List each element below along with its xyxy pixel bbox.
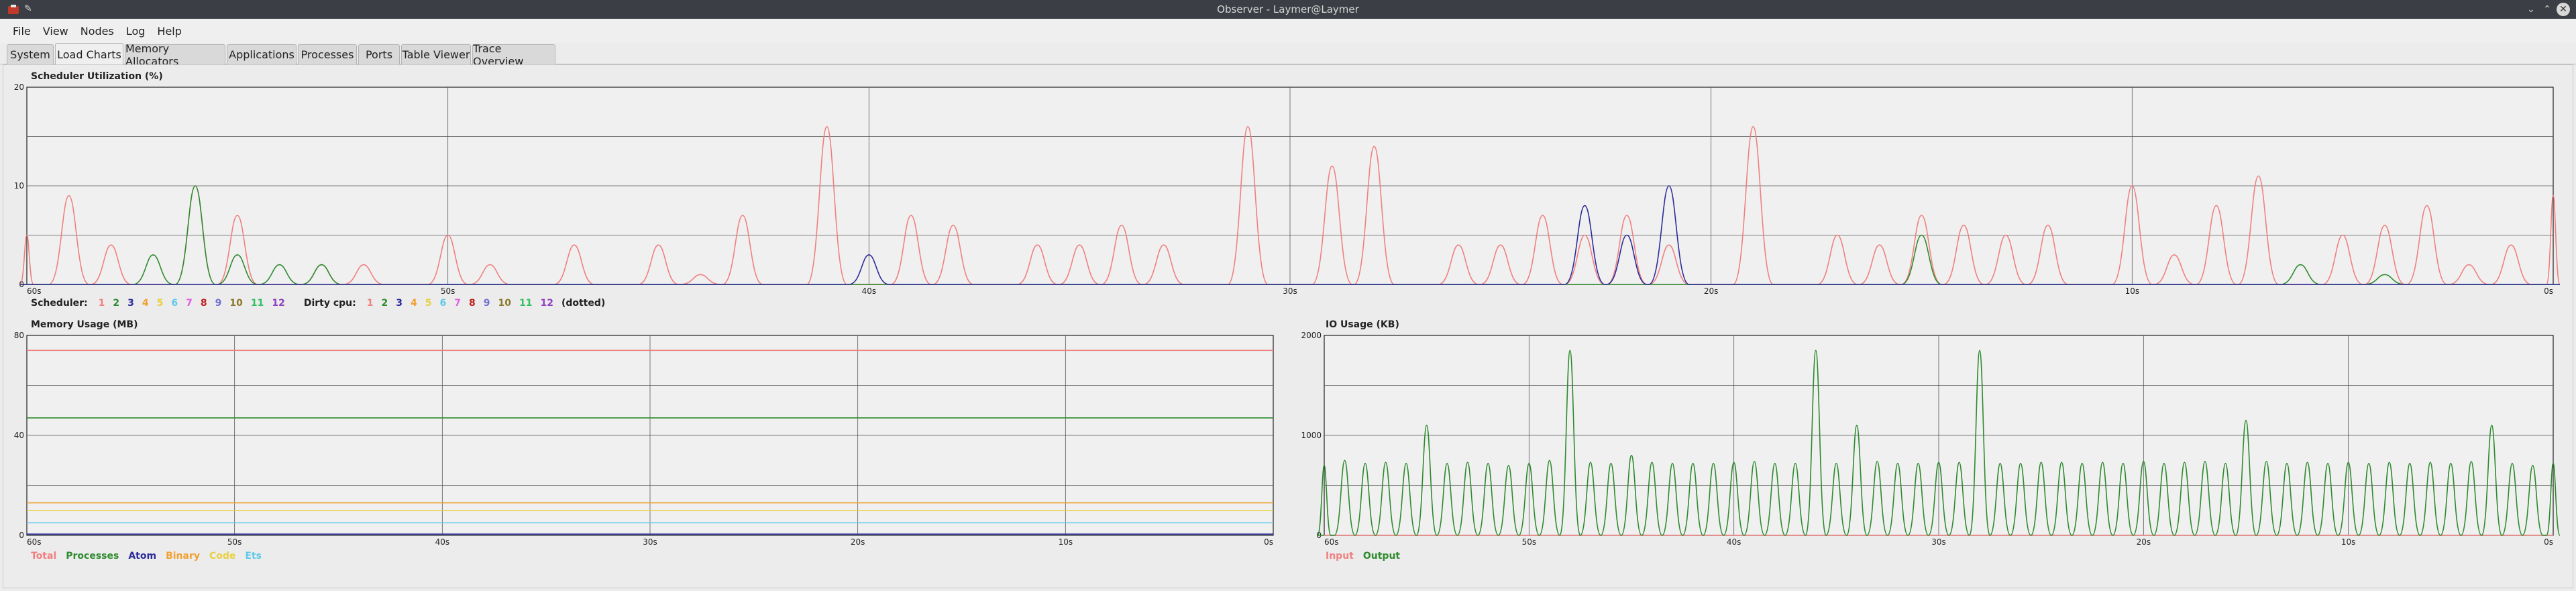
x-tick-label: 10s xyxy=(2341,537,2356,547)
x-tick-label: 40s xyxy=(862,286,877,296)
memory-usage-chart: 60s 50s 40s 30s 20s 10s 0s 80 40 0 xyxy=(14,331,1274,547)
dirty-cpu-legend-items: 1 2 3 4 5 6 7 8 9 10 11 12 xyxy=(367,298,561,309)
x-tick-label: 10s xyxy=(2125,286,2140,296)
scheduler-legend-item-2: 2 xyxy=(113,298,120,309)
menu-file[interactable]: File xyxy=(13,24,31,38)
io-legend-item-input: Input xyxy=(1326,551,1354,561)
dirty-cpu-legend-label: Dirty cpu: xyxy=(303,298,356,309)
minimize-icon[interactable]: ⌄ xyxy=(2527,4,2535,15)
memory-legend-item-ets: Ets xyxy=(245,551,262,561)
dirty-cpu-legend-item-7: 7 xyxy=(454,298,461,309)
pin-icon[interactable]: ✎ xyxy=(24,3,32,14)
dotted-note: (dotted) xyxy=(561,298,606,309)
dirty-cpu-legend-item-2: 2 xyxy=(381,298,388,309)
chart-title: IO Usage (KB) xyxy=(1326,319,1399,330)
menu-nodes[interactable]: Nodes xyxy=(80,24,114,38)
scheduler-legend-item-12: 12 xyxy=(272,298,285,309)
x-tick-label: 30s xyxy=(1931,537,1946,547)
scheduler-legend-item-10: 10 xyxy=(229,298,243,309)
series-line-3 xyxy=(20,185,2560,285)
memory-legend-item-binary: Binary xyxy=(166,551,200,561)
tab-table-viewer[interactable]: Table Viewer xyxy=(401,44,471,64)
dirty-cpu-legend-item-6: 6 xyxy=(439,298,447,309)
dirty-cpu-legend-item-1: 1 xyxy=(366,298,374,309)
scheduler-legend-item-1: 1 xyxy=(98,298,105,309)
dirty-cpu-legend-item-11: 11 xyxy=(519,298,533,309)
menu-bar: File View Nodes Log Help xyxy=(0,19,2576,43)
memory-legend: Total Processes Atom Binary Code Ets xyxy=(31,551,262,561)
x-tick-label: 20s xyxy=(851,537,865,547)
scheduler-legend-item-9: 9 xyxy=(215,298,222,309)
dirty-cpu-legend-item-12: 12 xyxy=(540,298,553,309)
app-icon xyxy=(8,5,19,14)
close-icon[interactable]: ✕ xyxy=(2557,3,2570,16)
chart-title: Scheduler Utilization (%) xyxy=(31,71,163,82)
x-tick-label: 40s xyxy=(1727,537,1741,547)
y-tick-label: 20 xyxy=(14,83,24,92)
dirty-cpu-legend-item-8: 8 xyxy=(469,298,476,309)
y-tick-label: 10 xyxy=(14,181,24,191)
dirty-cpu-legend-item-9: 9 xyxy=(483,298,490,309)
dirty-cpu-legend-item-4: 4 xyxy=(411,298,417,309)
memory-legend-item-total: Total xyxy=(31,551,57,561)
x-tick-label: 60s xyxy=(27,286,42,296)
x-tick-label: 0s xyxy=(1264,537,1273,547)
window-title: Observer - Laymer@Laymer xyxy=(1217,3,1359,15)
y-tick-label: 2000 xyxy=(1301,331,1322,340)
x-tick-label: 30s xyxy=(643,537,657,547)
scheduler-legend-item-3: 3 xyxy=(127,298,134,309)
tab-load-charts[interactable]: Load Charts xyxy=(55,43,123,65)
chart-title: Memory Usage (MB) xyxy=(31,319,138,330)
x-tick-label: 60s xyxy=(27,537,42,547)
dirty-cpu-legend-item-10: 10 xyxy=(498,298,511,309)
menu-help[interactable]: Help xyxy=(157,24,182,38)
tab-trace-overview[interactable]: Trace Overview xyxy=(472,42,555,68)
scheduler-legend-item-11: 11 xyxy=(250,298,264,309)
x-tick-label: 20s xyxy=(2137,537,2151,547)
x-tick-label: 40s xyxy=(435,537,450,547)
x-tick-label: 20s xyxy=(1704,286,1719,296)
menu-view[interactable]: View xyxy=(42,24,68,38)
x-tick-label: 0s xyxy=(2544,537,2553,547)
tab-memory-allocators[interactable]: Memory Allocators xyxy=(125,42,225,68)
y-tick-label: 80 xyxy=(14,331,24,340)
scheduler-legend-label: Scheduler: xyxy=(31,298,88,309)
dirty-cpu-legend-item-3: 3 xyxy=(396,298,402,309)
x-tick-label: 0s xyxy=(2544,286,2553,296)
x-tick-label: 50s xyxy=(441,286,455,296)
tab-system[interactable]: System xyxy=(7,44,54,64)
io-legend: Input Output xyxy=(1326,551,1400,561)
menu-log[interactable]: Log xyxy=(125,24,146,38)
memory-legend-item-atom: Atom xyxy=(128,551,157,561)
dirty-cpu-legend-item-5: 5 xyxy=(425,298,432,309)
maximize-icon[interactable]: ⌃ xyxy=(2543,4,2551,15)
tab-ports[interactable]: Ports xyxy=(358,44,400,64)
x-tick-label: 10s xyxy=(1059,537,1073,547)
memory-legend-item-processes: Processes xyxy=(66,551,119,561)
scheduler-legend-item-7: 7 xyxy=(186,298,193,309)
x-tick-label: 50s xyxy=(1522,537,1537,547)
y-tick-label: 40 xyxy=(14,431,24,440)
x-tick-label: 50s xyxy=(227,537,242,547)
scheduler-legend-item-6: 6 xyxy=(171,298,178,309)
scheduler-legend-item-8: 8 xyxy=(200,298,207,309)
memory-legend-item-code: Code xyxy=(209,551,236,561)
scheduler-legend-item-4: 4 xyxy=(142,298,149,309)
y-tick-label: 0 xyxy=(19,531,24,540)
tab-bar: System Load Charts Memory Allocators App… xyxy=(0,42,2576,68)
x-tick-label: 60s xyxy=(1324,537,1339,547)
x-tick-label: 30s xyxy=(1283,286,1297,296)
series-line-output xyxy=(1317,350,2561,536)
tab-applications[interactable]: Applications xyxy=(227,44,297,64)
scheduler-legend-items: 1 2 3 4 5 6 7 8 9 10 11 12 xyxy=(99,298,293,309)
title-bar: ✎ Observer - Laymer@Laymer ⌄ ⌃ ✕ xyxy=(0,0,2576,19)
scheduler-legend-item-5: 5 xyxy=(156,298,164,309)
y-tick-label: 1000 xyxy=(1301,431,1322,440)
tab-processes[interactable]: Processes xyxy=(298,44,357,64)
io-legend-item-output: Output xyxy=(1362,551,1401,561)
